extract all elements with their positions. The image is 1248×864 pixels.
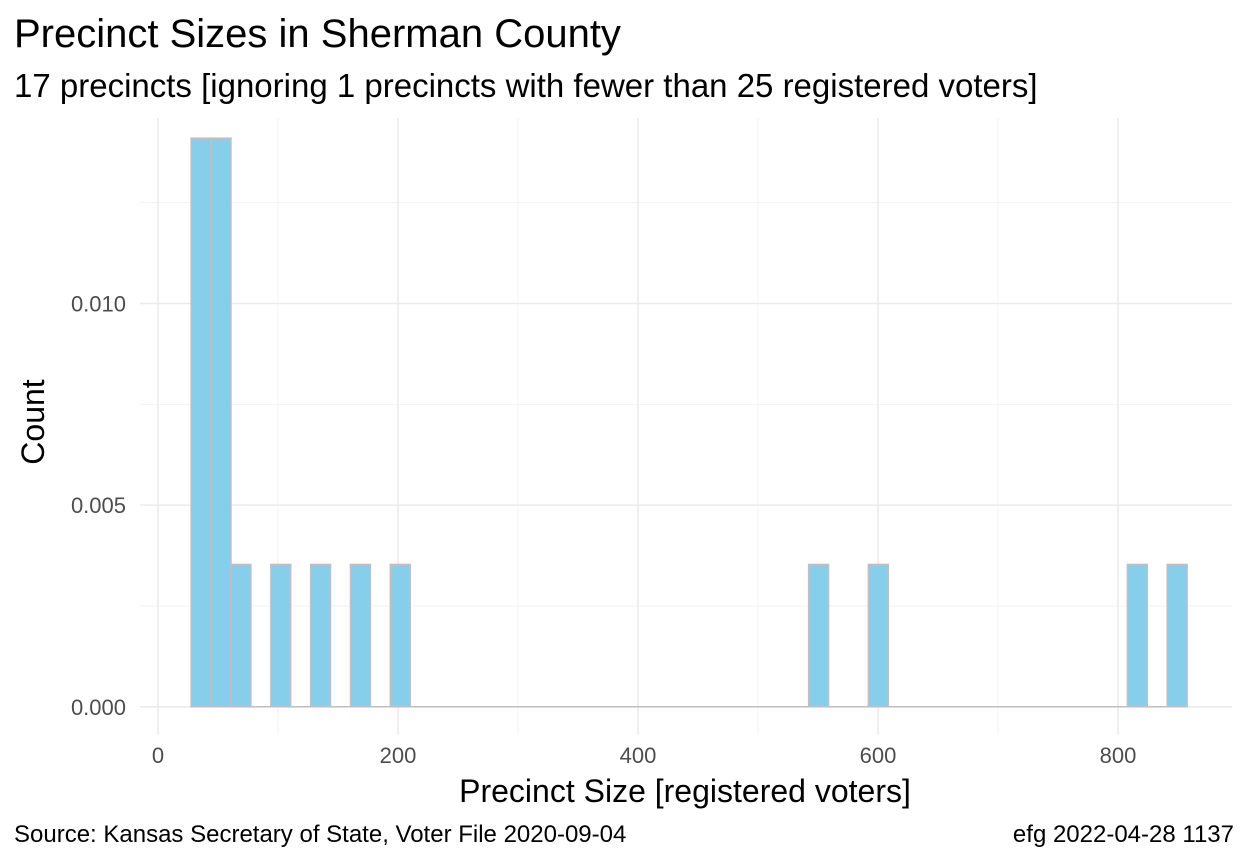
histogram-bar: [867, 563, 890, 708]
x-tick-label: 200: [380, 743, 417, 768]
chart-title: Precinct Sizes in Sherman County: [14, 12, 621, 56]
source-caption: Source: Kansas Secretary of State, Voter…: [14, 821, 627, 848]
x-tick-label: 0: [152, 743, 164, 768]
major-gridlines: [140, 118, 1232, 735]
chart-subtitle: 17 precincts [ignoring 1 precincts with …: [14, 67, 1038, 104]
histogram-bar: [190, 137, 212, 708]
y-tick-label: 0.005: [71, 493, 126, 518]
histogram-bar: [807, 563, 830, 708]
histogram-bar: [1166, 563, 1188, 708]
y-tick-label: 0.010: [71, 292, 126, 317]
x-axis-title: Precinct Size [registered voters]: [459, 773, 911, 809]
x-axis-tick-labels: 0 200 400 600 800: [152, 743, 1136, 768]
histogram-bar: [349, 563, 372, 708]
x-tick-label: 600: [860, 743, 897, 768]
y-tick-label: 0.000: [71, 695, 126, 720]
histogram-bar: [389, 563, 411, 708]
histogram-bar: [230, 563, 252, 708]
x-tick-label: 800: [1100, 743, 1137, 768]
histogram-bar: [1126, 563, 1149, 708]
x-tick-label: 400: [620, 743, 657, 768]
histogram-bar: [309, 563, 332, 708]
histogram-bar: [210, 137, 232, 708]
y-axis-title: Count: [15, 379, 51, 465]
author-date-caption: efg 2022-04-28 1137: [1012, 821, 1234, 848]
histogram-bars: [190, 137, 1188, 708]
minor-gridlines: [140, 118, 1232, 735]
y-axis-tick-labels: 0.000 0.005 0.010: [71, 292, 126, 720]
histogram-bar: [270, 563, 292, 708]
